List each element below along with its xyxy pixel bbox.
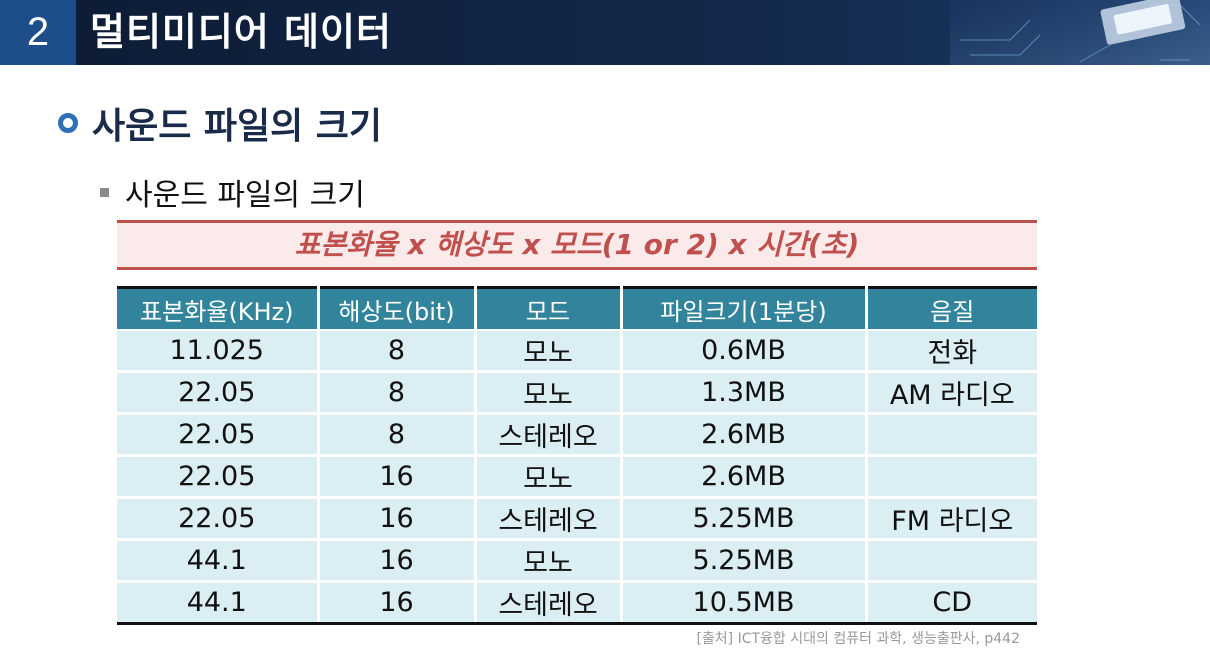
table-cell: 8 bbox=[316, 413, 475, 457]
table-cell: 2.6MB bbox=[619, 413, 866, 457]
section-heading: 사운드 파일의 크기 bbox=[58, 100, 383, 147]
table-cell: 44.1 bbox=[117, 581, 318, 625]
table-cell bbox=[864, 455, 1037, 499]
column-header: 음질 bbox=[864, 287, 1037, 331]
column-header: 해상도(bit) bbox=[316, 287, 475, 331]
table-row: 44.1 16 스테레오 10.5MB CD bbox=[117, 581, 1037, 625]
table-row: 11.025 8 모노 0.6MB 전화 bbox=[117, 330, 1037, 373]
table-cell: 모노 bbox=[473, 371, 621, 415]
table-cell: 11.025 bbox=[117, 330, 318, 373]
table-cell: 8 bbox=[316, 330, 475, 373]
table-cell: 16 bbox=[316, 581, 475, 625]
table-cell: 스테레오 bbox=[473, 581, 621, 625]
table-cell: 전화 bbox=[864, 330, 1037, 373]
table-cell: 0.6MB bbox=[619, 330, 866, 373]
subsection-heading: 사운드 파일의 크기 bbox=[100, 172, 365, 213]
section-number: 2 bbox=[0, 0, 76, 65]
data-table: 표본화율(KHz) 해상도(bit) 모드 파일크기(1분당) 음질 11.02… bbox=[117, 286, 1037, 625]
table-cell: 16 bbox=[316, 497, 475, 541]
formula-text: 표본화율 x 해상도 x 모드(1 or 2) x 시간(초) bbox=[294, 228, 860, 261]
table-cell: 모노 bbox=[473, 539, 621, 583]
table-cell: 16 bbox=[316, 539, 475, 583]
square-bullet-icon bbox=[100, 187, 109, 197]
column-header: 파일크기(1분당) bbox=[619, 287, 866, 331]
table-cell: FM 라디오 bbox=[864, 497, 1037, 541]
page-title: 멀티미디어 데이터 bbox=[90, 10, 392, 54]
table-cell bbox=[864, 539, 1037, 583]
table-cell: 1.3MB bbox=[619, 371, 866, 415]
table-cell: 스테레오 bbox=[473, 413, 621, 457]
table-cell bbox=[864, 413, 1037, 457]
table-row: 44.1 16 모노 5.25MB bbox=[117, 539, 1037, 583]
table-cell: 22.05 bbox=[117, 497, 318, 541]
circuit-chip-icon bbox=[950, 0, 1210, 65]
column-header: 모드 bbox=[473, 287, 621, 331]
table-cell: 5.25MB bbox=[619, 539, 866, 583]
table-cell: 모노 bbox=[473, 330, 621, 373]
table-cell: 5.25MB bbox=[619, 497, 866, 541]
table-cell: 10.5MB bbox=[619, 581, 866, 625]
table-cell: 8 bbox=[316, 371, 475, 415]
table-cell: 22.05 bbox=[117, 371, 318, 415]
sound-size-table: 표본화율(KHz) 해상도(bit) 모드 파일크기(1분당) 음질 11.02… bbox=[117, 286, 1037, 625]
table-cell: 모노 bbox=[473, 455, 621, 499]
table-cell: 22.05 bbox=[117, 455, 318, 499]
table-cell: 2.6MB bbox=[619, 455, 866, 499]
subsection-heading-text: 사운드 파일의 크기 bbox=[125, 178, 365, 213]
table-cell: CD bbox=[864, 581, 1037, 625]
table-row: 22.05 16 모노 2.6MB bbox=[117, 455, 1037, 499]
table-cell: 스테레오 bbox=[473, 497, 621, 541]
table-cell: AM 라디오 bbox=[864, 371, 1037, 415]
table-header-row: 표본화율(KHz) 해상도(bit) 모드 파일크기(1분당) 음질 bbox=[117, 287, 1037, 331]
column-header: 표본화율(KHz) bbox=[117, 287, 318, 331]
circle-bullet-icon bbox=[58, 113, 78, 133]
source-citation: [출처] ICT융합 시대의 컴퓨터 과학, 생능출판사, p442 bbox=[696, 631, 1020, 647]
table-cell: 44.1 bbox=[117, 539, 318, 583]
table-row: 22.05 8 모노 1.3MB AM 라디오 bbox=[117, 371, 1037, 415]
table-cell: 16 bbox=[316, 455, 475, 499]
section-heading-text: 사운드 파일의 크기 bbox=[92, 106, 383, 147]
table-row: 22.05 16 스테레오 5.25MB FM 라디오 bbox=[117, 497, 1037, 541]
formula-box: 표본화율 x 해상도 x 모드(1 or 2) x 시간(초) bbox=[117, 220, 1037, 270]
table-row: 22.05 8 스테레오 2.6MB bbox=[117, 413, 1037, 457]
header-bar: 2 멀티미디어 데이터 bbox=[0, 0, 1210, 65]
table-cell: 22.05 bbox=[117, 413, 318, 457]
